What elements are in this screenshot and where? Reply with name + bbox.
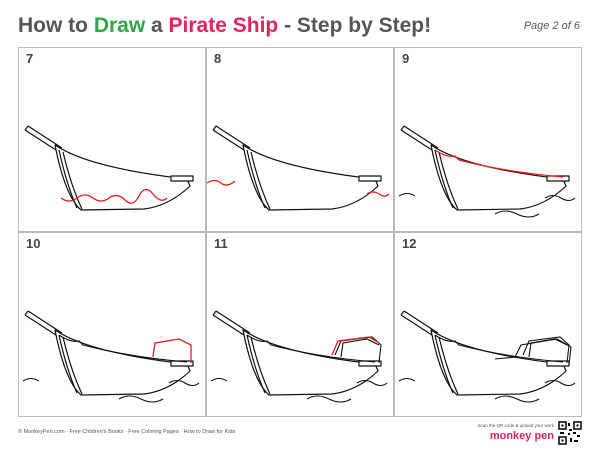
step-number: 7	[26, 51, 34, 66]
ship-drawing	[210, 310, 388, 403]
title: How to Draw a Pirate Ship - Step by Step…	[18, 14, 431, 38]
step-number: 12	[402, 236, 417, 251]
page-number: Page 2 of 6	[523, 20, 580, 32]
step-panel: 8	[206, 47, 394, 232]
step-panel: 9	[394, 47, 582, 232]
step-number: 10	[26, 236, 41, 251]
step-panel: 7	[18, 47, 206, 232]
qr-code	[558, 421, 582, 445]
title-part: Draw	[93, 14, 146, 37]
scan-note: Scan the QR code & upload your work	[477, 423, 554, 428]
title-part: How to	[18, 14, 94, 37]
ship-drawing	[398, 125, 576, 218]
ship-drawing	[207, 125, 390, 211]
step-panel: 11	[206, 232, 394, 417]
step-panel: 12	[394, 232, 582, 417]
title-part: a	[145, 14, 169, 37]
logo[interactable]: monkey pen	[489, 430, 554, 442]
step-number: 11	[214, 236, 228, 251]
title-part: - Step by Step!	[278, 14, 432, 37]
copyright: © MonkeyPen.com	[18, 429, 65, 435]
footer-link[interactable]: How to Draw for Kids	[179, 429, 236, 435]
title-part: Pirate Ship	[168, 14, 279, 37]
step-number: 9	[402, 51, 410, 66]
footer-link[interactable]: Free Coloring Pages	[123, 429, 178, 435]
footer-link[interactable]: Free Children's Books	[65, 429, 124, 435]
ship-drawing	[24, 125, 194, 211]
ship-drawing	[22, 310, 200, 403]
step-panel: 10	[18, 232, 206, 417]
step-number: 8	[214, 51, 222, 66]
ship-drawing	[398, 310, 576, 403]
footer-links: © MonkeyPen.comFree Children's BooksFree…	[18, 429, 235, 435]
